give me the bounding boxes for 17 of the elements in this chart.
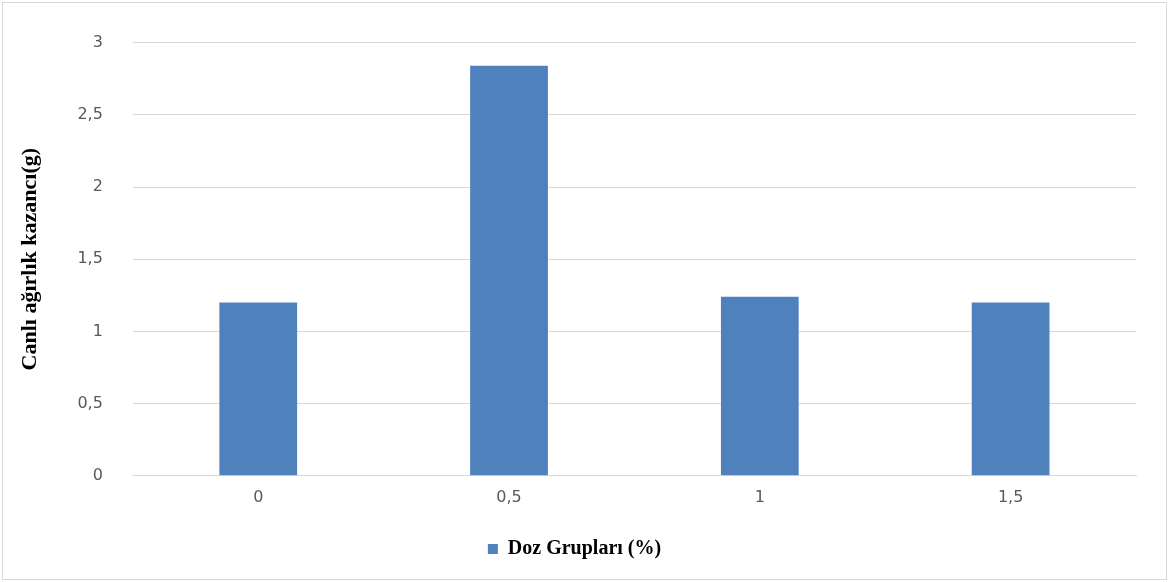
y-tick-label: 3 xyxy=(92,31,103,51)
y-tick-label: 1,5 xyxy=(77,248,103,268)
y-tick-label: 2,5 xyxy=(77,103,103,123)
y-tick-label: 0,5 xyxy=(77,392,103,412)
x-tick-label: 1,5 xyxy=(997,486,1024,506)
x-tick-label: 0,5 xyxy=(496,486,522,506)
y-tick-label: 0 xyxy=(92,464,103,484)
bar xyxy=(219,302,298,476)
legend-label: Doz Grupları (%) xyxy=(507,536,662,560)
bar xyxy=(470,65,548,476)
y-axis-title: Canlı ağırlık kazancı(g) xyxy=(15,147,41,371)
y-tick-label: 2 xyxy=(92,176,103,196)
x-tick-label: 0 xyxy=(253,486,264,506)
bar xyxy=(971,302,1050,476)
x-tick-label: 1 xyxy=(754,486,765,506)
y-tick-label: 1 xyxy=(92,320,103,340)
bar xyxy=(720,296,799,476)
